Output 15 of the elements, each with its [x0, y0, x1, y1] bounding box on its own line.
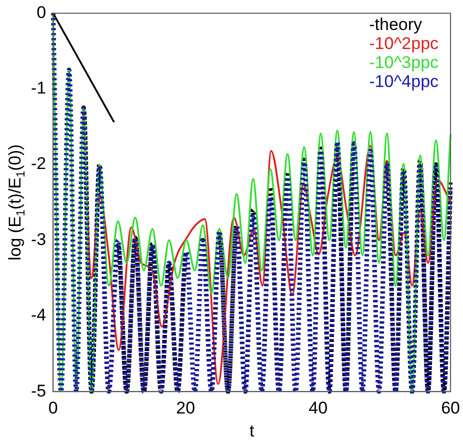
- x-axis-title: t: [249, 422, 254, 441]
- text: -theory: [369, 14, 423, 34]
- x-tick-label: 20: [176, 398, 196, 418]
- text: -10^3ppc: [369, 52, 440, 72]
- y-tick-label: -5: [30, 381, 46, 400]
- y-axis-title: log (E1(t)/E1(0)): [6, 144, 28, 260]
- y-tick-label: 0: [36, 2, 46, 22]
- text: -10^4ppc: [369, 72, 440, 91]
- y-tick-label: -1: [30, 78, 46, 98]
- y-tick-label: -4: [30, 306, 46, 325]
- y-tick-label: -2: [30, 154, 46, 174]
- y-tick-label: -3: [30, 230, 46, 249]
- x-tick-label: 40: [308, 398, 328, 418]
- x-tick-label: 60: [441, 398, 460, 418]
- text: -10^2ppc: [369, 34, 440, 53]
